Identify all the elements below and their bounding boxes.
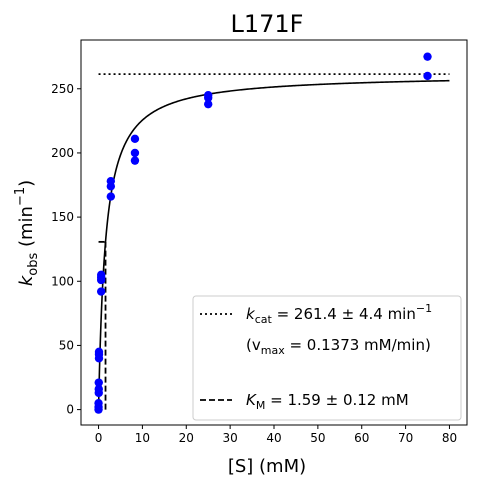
legend-vmax-text: (vmax = 0.1373 mM/min) — [246, 336, 431, 357]
data-point — [96, 287, 106, 296]
x-tick-label: 60 — [354, 431, 369, 445]
data-point — [204, 99, 213, 109]
fit-curve — [97, 79, 450, 410]
data-point — [96, 270, 106, 280]
legend-kcat-k: k — [246, 305, 256, 323]
data-point — [130, 156, 140, 165]
y-tick-label: 0 — [66, 403, 74, 417]
x-tick-label: 80 — [442, 431, 457, 445]
x-axis-label: [S] (mM) — [228, 456, 306, 477]
plot-area: 0 10 20 30 40 50 60 70 80 0 50 100 150 200 250 — [51, 39, 468, 445]
x-tick-label: 30 — [222, 431, 237, 445]
data-point — [423, 52, 432, 61]
legend-kcat-text: kcat = 261.4 ± 4.4 min−1 — [246, 302, 432, 326]
y-tick-label: 200 — [51, 146, 74, 160]
y-tick-label: 100 — [51, 274, 74, 288]
legend-vmax-value: = 0.1373 mM/min) — [285, 336, 431, 354]
y-tick-label: 50 — [59, 338, 74, 352]
y-axis-label-sub: obs — [26, 253, 41, 276]
legend-km-value: = 1.59 ± 0.12 mM — [265, 391, 408, 409]
legend-vmax-sub: max — [261, 344, 285, 357]
legend-km-sub: M — [256, 399, 266, 412]
data-point — [423, 71, 432, 81]
y-tick-label: 250 — [51, 82, 74, 96]
chart-title: L171F — [231, 10, 304, 38]
data-point — [94, 398, 103, 408]
x-tick-label: 20 — [179, 431, 194, 445]
y-axis-label-k: k — [16, 274, 37, 286]
data-point — [94, 378, 103, 387]
data-point — [94, 384, 103, 394]
y-axis-label-sup: −1 — [13, 187, 28, 206]
data-point — [106, 192, 116, 201]
y-tick-label: 150 — [51, 210, 74, 224]
data-marks — [94, 52, 450, 414]
x-tick-label: 40 — [266, 431, 281, 445]
y-axis-label: kobs (min−1) — [13, 180, 41, 286]
legend-kcat-sub: cat — [255, 313, 273, 326]
legend-km-k: K — [246, 391, 257, 409]
legend: kcat = 261.4 ± 4.4 min−1 (vmax = 0.1373 … — [192, 295, 462, 421]
data-point — [204, 90, 213, 100]
x-tick-label: 0 — [95, 431, 103, 445]
x-tick-label: 10 — [135, 431, 150, 445]
y-axis-label-close: ) — [16, 180, 37, 187]
legend-km-text: KM = 1.59 ± 0.12 mM — [246, 391, 409, 412]
data-point — [106, 176, 116, 186]
y-axis-label-units: (min — [16, 206, 37, 253]
data-point — [94, 347, 104, 357]
data-point — [130, 134, 140, 144]
x-tick-label: 70 — [398, 431, 413, 445]
legend-kcat-sup: −1 — [416, 302, 432, 315]
data-point — [130, 148, 140, 158]
legend-frame — [192, 295, 462, 421]
x-tick-label: 50 — [310, 431, 325, 445]
legend-vmax-open: (v — [246, 336, 261, 354]
legend-kcat-value: = 261.4 ± 4.4 min — [272, 305, 416, 323]
